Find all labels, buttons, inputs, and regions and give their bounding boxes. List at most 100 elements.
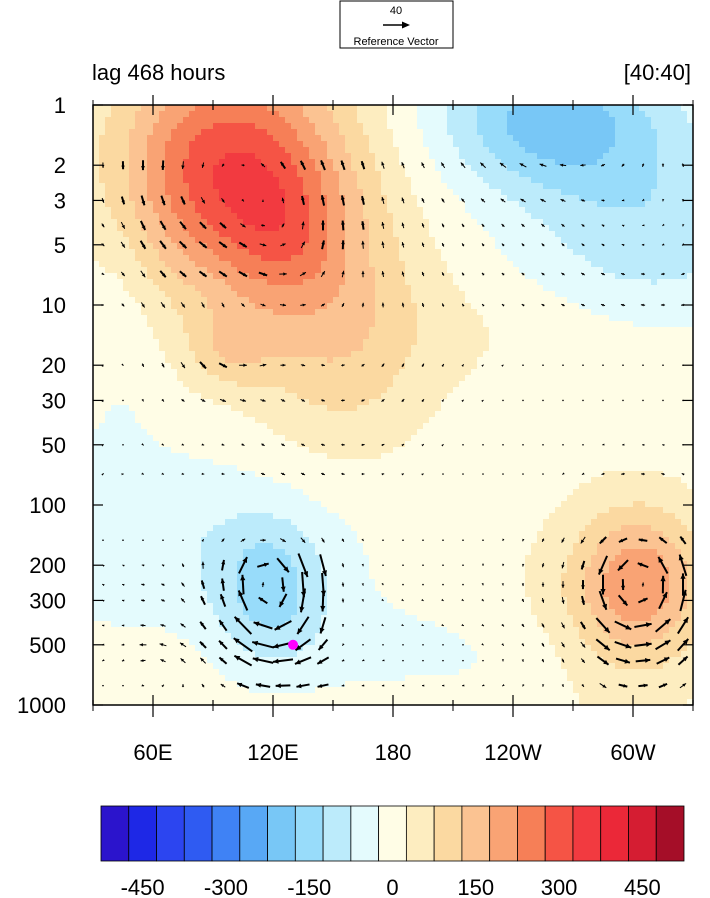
wind-vector: [541, 243, 545, 247]
wind-vector: [622, 399, 624, 402]
wind-vector: [300, 443, 306, 447]
wind-vector: [179, 642, 187, 648]
colorbar-box: [461, 805, 491, 862]
wind-vector: [281, 197, 285, 204]
colorbar: -450 -300 -150 0 150 300 450: [100, 805, 685, 898]
wind-vector: [361, 302, 365, 308]
y-tick-label: 1: [54, 93, 66, 118]
wind-vector: [481, 643, 484, 646]
wind-vector: [615, 657, 631, 664]
wind-vector: [361, 221, 365, 230]
wind-vector: [180, 623, 186, 628]
reference-vector-legend: 40 Reference Vector: [339, 0, 454, 49]
wind-vector: [421, 162, 425, 169]
wind-vector: [442, 539, 444, 542]
wind-vector: [421, 271, 425, 277]
wind-vector: [618, 683, 628, 688]
wind-vector: [422, 659, 424, 662]
wind-vector: [441, 242, 445, 247]
wind-vector: [240, 538, 246, 543]
wind-vector: [682, 223, 685, 227]
wind-vector: [402, 659, 404, 662]
wind-vector: [617, 594, 629, 607]
wind-vector: [542, 443, 544, 446]
y-tick-label: 3: [54, 188, 66, 213]
wind-vector: [362, 659, 365, 662]
colorbar-box: [489, 805, 518, 862]
wind-vector: [198, 270, 208, 278]
wind-vector: [580, 303, 586, 307]
wind-vector: [261, 582, 265, 588]
wind-vector: [321, 537, 325, 543]
wind-vector: [679, 535, 687, 545]
wind-vector: [522, 538, 525, 542]
wind-vector: [541, 658, 545, 663]
wind-vector: [600, 574, 606, 595]
wind-vector: [481, 623, 485, 627]
colorbar-box: [239, 805, 268, 862]
wind-vector: [258, 596, 268, 605]
wind-vector: [620, 579, 626, 591]
wind-vector: [402, 583, 404, 586]
wind-vector: [662, 198, 665, 202]
wind-vector: [401, 271, 405, 277]
wind-vector: [442, 659, 444, 662]
wind-vector: [361, 583, 364, 586]
wind-vector: [381, 684, 385, 687]
wind-vector: [300, 303, 306, 307]
wind-vector: [580, 560, 586, 570]
wind-vector: [161, 398, 165, 402]
wind-vector: [677, 616, 689, 635]
wind-vector: [641, 582, 645, 587]
wind-vector: [421, 197, 425, 204]
wind-vector: [661, 163, 665, 167]
wind-vector: [301, 221, 305, 230]
wind-vector: [601, 199, 605, 202]
wind-vector: [381, 161, 385, 169]
wind-vector: [541, 563, 545, 568]
wind-vector: [580, 272, 586, 276]
wind-vector: [201, 302, 205, 308]
wind-vector: [238, 270, 248, 278]
wind-vector: [461, 303, 465, 307]
wind-vector: [201, 683, 205, 688]
wind-vector: [481, 364, 484, 367]
wind-vector: [599, 683, 607, 689]
wind-vector: [221, 302, 225, 308]
y-tick-label: 2: [54, 153, 66, 178]
wind-vector: [502, 473, 504, 475]
wind-vector: [139, 240, 147, 250]
wind-vector: [522, 683, 525, 687]
wind-vector: [541, 223, 545, 228]
wind-vector: [320, 398, 326, 402]
colorbar-box: [100, 805, 130, 862]
wind-vector: [401, 241, 405, 248]
wind-vector: [361, 443, 365, 447]
wind-vector: [614, 640, 632, 649]
wind-vector: [482, 443, 484, 446]
wind-vector: [658, 682, 668, 689]
wind-vector: [140, 302, 146, 308]
wind-vector: [638, 683, 648, 688]
colorbar-label: 300: [541, 875, 578, 898]
wind-vector: [561, 303, 565, 307]
wind-vector: [317, 683, 329, 688]
wind-vector: [519, 162, 527, 168]
wind-vector: [422, 539, 424, 542]
wind-vector: [259, 363, 267, 367]
wind-vector: [141, 564, 145, 567]
title-left: lag 468 hours: [92, 60, 225, 85]
colorbar-box: [572, 805, 602, 862]
wind-vector: [160, 302, 166, 308]
wind-vector: [361, 563, 364, 567]
wind-vector: [259, 243, 267, 247]
wind-vector: [261, 199, 264, 202]
wind-vector: [561, 658, 565, 663]
wind-vector: [561, 642, 565, 648]
wind-vector: [502, 538, 505, 542]
wind-vector: [260, 163, 266, 168]
wind-vector: [441, 198, 445, 203]
wind-vector: [102, 659, 105, 662]
wind-vector: [582, 443, 584, 446]
wind-vector: [221, 163, 225, 167]
